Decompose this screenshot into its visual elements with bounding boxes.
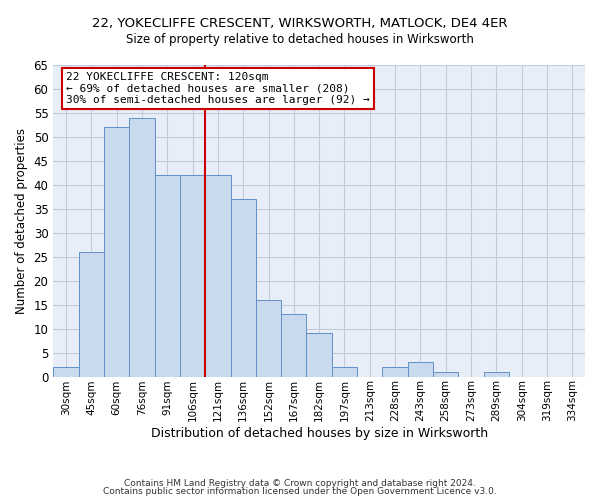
- Bar: [104, 128, 129, 376]
- Bar: [433, 372, 458, 376]
- Bar: [180, 175, 205, 376]
- Bar: [79, 252, 104, 376]
- Bar: [205, 175, 230, 376]
- Bar: [484, 372, 509, 376]
- Text: 22 YOKECLIFFE CRESCENT: 120sqm
← 69% of detached houses are smaller (208)
30% of: 22 YOKECLIFFE CRESCENT: 120sqm ← 69% of …: [66, 72, 370, 106]
- Text: Size of property relative to detached houses in Wirksworth: Size of property relative to detached ho…: [126, 32, 474, 46]
- Bar: [53, 367, 79, 376]
- Y-axis label: Number of detached properties: Number of detached properties: [15, 128, 28, 314]
- Bar: [129, 118, 155, 376]
- Bar: [408, 362, 433, 376]
- Text: Contains public sector information licensed under the Open Government Licence v3: Contains public sector information licen…: [103, 487, 497, 496]
- Bar: [332, 367, 357, 376]
- Bar: [382, 367, 408, 376]
- Text: 22, YOKECLIFFE CRESCENT, WIRKSWORTH, MATLOCK, DE4 4ER: 22, YOKECLIFFE CRESCENT, WIRKSWORTH, MAT…: [92, 18, 508, 30]
- Bar: [281, 314, 307, 376]
- Bar: [307, 334, 332, 376]
- Bar: [230, 199, 256, 376]
- X-axis label: Distribution of detached houses by size in Wirksworth: Distribution of detached houses by size …: [151, 427, 488, 440]
- Bar: [155, 175, 180, 376]
- Text: Contains HM Land Registry data © Crown copyright and database right 2024.: Contains HM Land Registry data © Crown c…: [124, 478, 476, 488]
- Bar: [256, 300, 281, 376]
